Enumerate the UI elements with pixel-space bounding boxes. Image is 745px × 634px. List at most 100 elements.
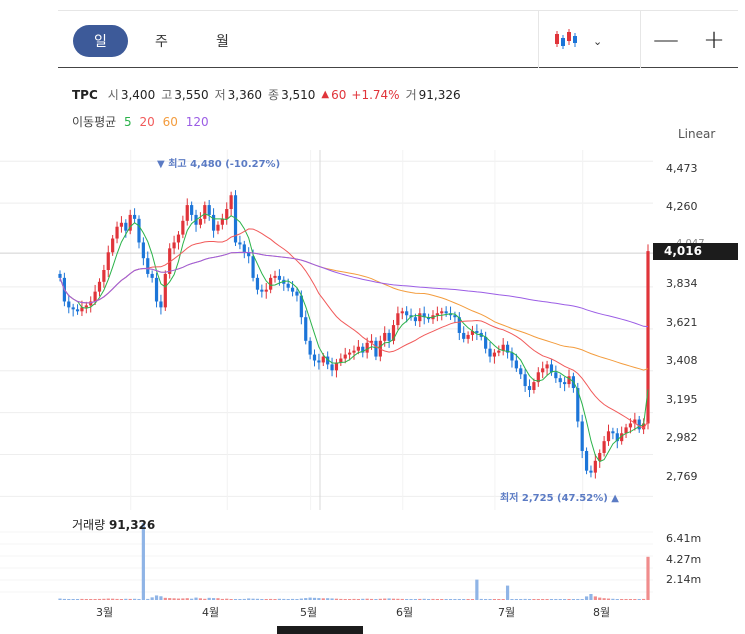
candle-body: [343, 354, 347, 359]
candle-body: [440, 311, 444, 314]
tab-day[interactable]: 일: [73, 25, 128, 57]
volume-bar: [71, 599, 75, 600]
volume-bar: [580, 599, 584, 600]
candle-body: [501, 344, 505, 351]
candle-body: [584, 450, 589, 471]
volume-bar: [233, 599, 238, 600]
candle-body: [106, 252, 110, 270]
volume-bar: [501, 599, 505, 600]
volume-bar: [194, 597, 198, 600]
candle-body: [238, 242, 242, 245]
candle-body: [247, 252, 251, 257]
tab-week[interactable]: 주: [155, 34, 168, 50]
candle-body: [339, 358, 343, 363]
volume-bar: [181, 598, 185, 600]
price-chart[interactable]: [0, 150, 653, 510]
candle-body: [220, 218, 224, 225]
volume-bar: [273, 599, 277, 600]
volume-bar: [102, 598, 106, 600]
candle-body: [216, 224, 220, 231]
volume-bar: [470, 599, 475, 600]
candle-body: [84, 305, 88, 308]
candle-body: [602, 441, 606, 453]
current-price-tag: 4,016: [653, 243, 738, 260]
candle-body: [185, 205, 189, 221]
close-label: 종: [268, 88, 280, 102]
candle-body: [150, 273, 154, 278]
volume-bar: [343, 599, 347, 600]
volume-bar: [220, 598, 224, 600]
volume-bar: [326, 598, 330, 600]
chart-type-button[interactable]: ⌄: [553, 27, 602, 55]
volume-bar: [352, 598, 356, 600]
volume-bar: [238, 599, 242, 600]
ma-5: 5: [124, 115, 132, 129]
candle-body: [519, 368, 523, 375]
candle-body: [492, 352, 497, 357]
candle-body: [405, 311, 409, 316]
candle-body: [207, 205, 211, 215]
candle-body: [536, 372, 540, 383]
candle-body: [111, 238, 115, 253]
tab-month[interactable]: 월: [216, 34, 229, 50]
candle-body: [326, 356, 330, 365]
high-value: 3,550: [174, 87, 209, 102]
volume-bar: [466, 599, 470, 600]
candle-body: [642, 423, 646, 430]
volume-tick-label: 6.41m: [666, 532, 702, 545]
candlestick-icon: [553, 27, 579, 55]
volume-bar: [207, 597, 211, 600]
volume-bar: [387, 598, 391, 600]
candle-body: [89, 301, 93, 306]
volume-bar: [620, 599, 624, 600]
chart-toolbar: 일 주 월 ⌄ — +: [58, 10, 738, 68]
volume-bar: [137, 599, 141, 600]
candle-body: [146, 258, 150, 274]
candle-body: [304, 317, 308, 341]
y-tick-label: 3,195: [666, 393, 698, 406]
volume-bar: [67, 599, 71, 600]
volume-bar: [299, 598, 303, 600]
candle-body: [532, 382, 536, 390]
candle-body: [119, 222, 124, 227]
volume-bar: [229, 599, 233, 600]
candle-body: [435, 313, 439, 316]
period-tabs: 일 주 월: [73, 25, 250, 57]
candle-body: [163, 273, 167, 308]
candle-body: [484, 336, 488, 349]
candle-body: [527, 386, 532, 390]
candle-body: [580, 421, 584, 451]
toolbar-divider: [640, 11, 641, 68]
quote-summary: TPC 시 3,400 고 3,550 저 3,360 종 3,510 ▲ 60 +1.7…: [72, 86, 467, 103]
candle-body: [67, 301, 71, 308]
candle-body: [124, 222, 128, 231]
zoom-out-button[interactable]: —: [653, 25, 679, 55]
candle-body: [545, 364, 549, 369]
volume-bar: [277, 598, 282, 600]
zoom-in-button[interactable]: +: [703, 25, 725, 55]
volume-bar: [611, 598, 615, 600]
high-marker: ▼ 최고 4,480 (-10.27%): [157, 159, 281, 170]
scale-mode-toggle[interactable]: Linear: [678, 127, 716, 141]
candle-body: [426, 317, 431, 320]
candle-body: [383, 332, 387, 341]
volume-bar: [62, 598, 66, 600]
volume-bar: [576, 599, 580, 600]
volume-bar: [519, 599, 523, 600]
volume-bar: [119, 599, 124, 600]
volume-bar: [532, 599, 536, 600]
low-label: 저: [214, 88, 226, 102]
candle-body: [418, 313, 422, 322]
x-tick-label: 3월: [96, 606, 114, 619]
volume-bar: [247, 598, 251, 600]
candle-body: [497, 350, 501, 353]
volume-bar: [339, 598, 343, 600]
candle-body: [615, 433, 619, 442]
ma-20-line: [59, 228, 649, 429]
candle-body: [628, 423, 633, 428]
volume-bar: [172, 598, 176, 600]
ma-label: 이동평균: [72, 115, 117, 129]
volume-bar: [440, 599, 444, 600]
candle-body: [295, 291, 299, 296]
volume-bar: [589, 594, 593, 600]
